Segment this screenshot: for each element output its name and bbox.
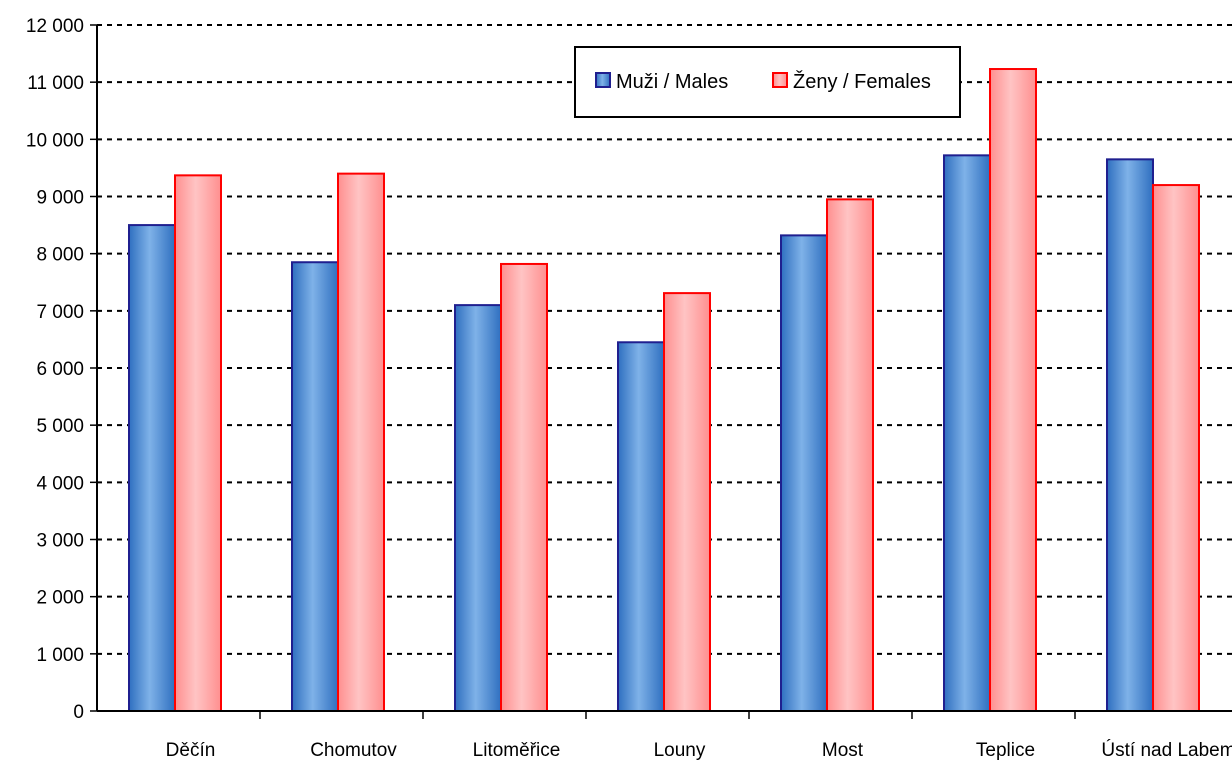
y-tick-label: 1 000 [36, 645, 84, 666]
x-tick-label: Chomutov [310, 740, 397, 761]
x-tick-label: Louny [654, 740, 706, 761]
bar-females [174, 174, 222, 712]
x-tick-label: Ústí nad Labem [1101, 739, 1232, 761]
x-tick-label: Most [822, 740, 864, 761]
x-tick-labels: Děčín Chomutov Litoměřice Louny Most Teplice Ú… [166, 739, 1232, 761]
y-tick-label: 8 000 [36, 245, 84, 266]
y-tick-label: 9 000 [36, 188, 84, 209]
bar-females [337, 172, 385, 712]
y-tick-label: 4 000 [36, 473, 84, 494]
bar-males [617, 341, 665, 712]
y-tick-label: 11 000 [27, 73, 84, 94]
y-tick-labels: 0 1 000 2 000 3 000 4 000 5 000 6 000 7 000 8 00… [26, 16, 84, 723]
bar-males [943, 154, 991, 712]
bar-females [826, 198, 874, 712]
legend-swatch-females [772, 72, 788, 88]
bar-males [454, 304, 502, 712]
y-tick-label: 12 000 [26, 16, 84, 37]
x-tick-label: Děčín [166, 740, 216, 761]
legend: Muži / Males Ženy / Females [574, 46, 961, 118]
y-tick-label: 5 000 [36, 416, 84, 437]
legend-box [574, 46, 961, 118]
bar-males [780, 234, 828, 713]
y-tick-label: 2 000 [36, 588, 84, 609]
legend-swatch-males [595, 72, 611, 88]
legend-label-males: Muži / Males [616, 71, 728, 93]
y-tick-label: 6 000 [36, 359, 84, 380]
y-tick-label: 0 [73, 702, 84, 723]
y-tick-label: 3 000 [36, 531, 84, 552]
axes [90, 24, 1232, 719]
bar-males [1106, 158, 1154, 712]
bar-males [291, 261, 339, 712]
bar-females [1152, 184, 1200, 713]
bars [128, 68, 1200, 713]
y-tick-label: 7 000 [36, 302, 84, 323]
x-tick-label: Teplice [976, 740, 1035, 761]
bar-females [663, 292, 711, 712]
bar-females [989, 68, 1037, 713]
x-tick-label: Litoměřice [473, 740, 561, 761]
bar-males [128, 224, 176, 712]
legend-label-females: Ženy / Females [793, 70, 931, 93]
y-tick-label: 10 000 [26, 130, 84, 151]
bar-females [500, 262, 548, 712]
